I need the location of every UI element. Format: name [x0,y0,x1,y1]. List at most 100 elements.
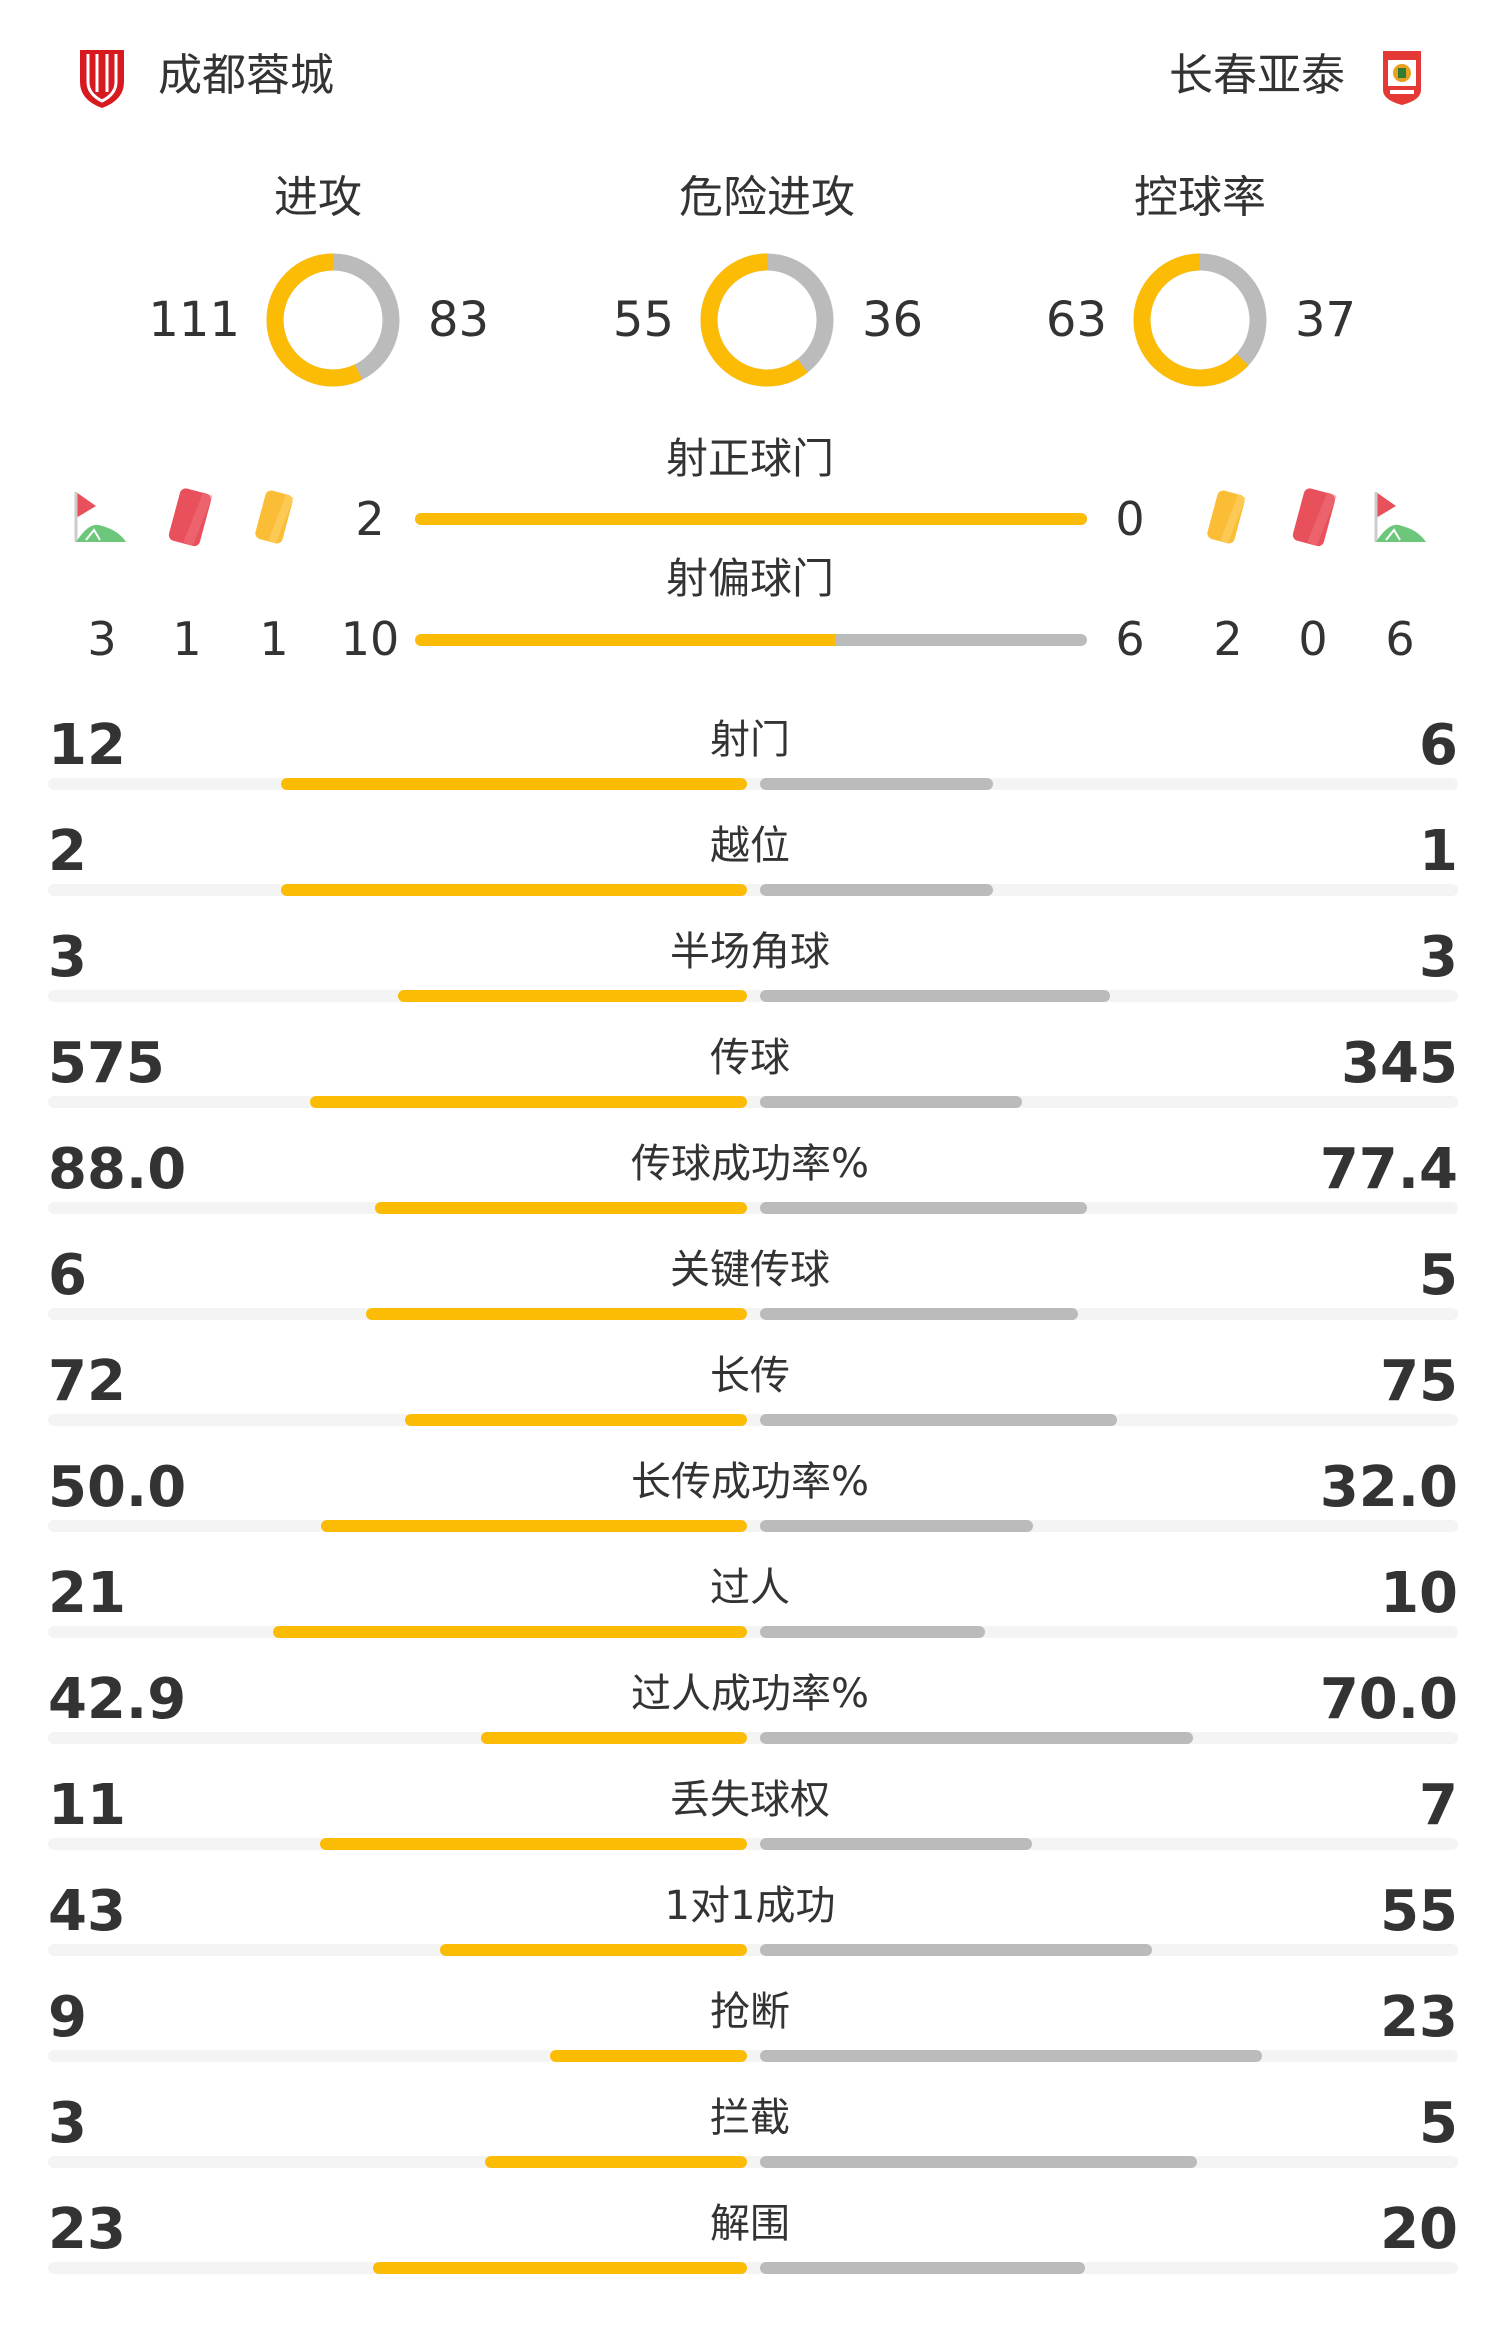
stat-bar-track [48,2262,1458,2274]
stat-home-value: 72 [48,1349,126,1414]
stat-away-bar [760,1414,1117,1426]
stat-bar-track [48,2156,1458,2168]
stat-row: 6 关键传球 5 [0,1236,1500,1342]
stat-label: 越位 [710,823,790,869]
stat-row: 88.0 传球成功率% 77.4 [0,1130,1500,1236]
shots-off-target-bar [415,634,1087,646]
donut-home-value-attacks: 111 [148,292,240,348]
stat-home-bar [440,1944,747,1956]
stat-away-value: 5 [1419,2091,1458,2156]
stat-home-bar [404,1414,747,1426]
stat-row: 72 长传 75 [0,1342,1500,1448]
stat-away-bar [760,884,993,896]
stat-home-value: 3 [48,2091,87,2156]
red-card-icon [1292,488,1337,547]
stat-home-value: 3 [48,925,87,990]
stat-home-value: 23 [48,2197,126,2262]
home-yellow-cards: 1 [259,612,289,666]
stat-home-value: 50.0 [48,1455,187,1520]
stat-label: 关键传球 [670,1247,830,1293]
stat-home-bar [550,2050,747,2062]
donut-home-segment [700,253,834,387]
stat-home-bar [375,1202,747,1214]
donut-chart-attacks [266,253,400,387]
stat-home-bar [365,1308,747,1320]
stat-home-value: 2 [48,819,87,884]
stat-away-value: 23 [1380,1985,1458,2050]
stat-label: 丢失球权 [670,1777,830,1823]
donut-away-value-dangerous-attacks: 36 [862,292,924,348]
stat-row: 9 抢断 23 [0,1978,1500,2084]
stat-away-value: 3 [1419,925,1458,990]
stat-bar-track [48,778,1458,790]
away-red-cards: 0 [1298,612,1328,666]
stat-label: 1对1成功 [664,1883,836,1929]
away-team-logo [1382,50,1422,106]
donut-title-dangerous-attacks: 危险进攻 [679,172,855,223]
shots-on-target-away: 0 [1115,492,1145,546]
changchun-yatai-crest-icon [1383,51,1421,105]
stat-home-bar [281,884,747,896]
stat-home-value: 88.0 [48,1137,187,1202]
stat-row: 3 拦截 5 [0,2084,1500,2190]
stat-away-value: 70.0 [1319,1667,1458,1732]
stat-bar-track [48,1096,1458,1108]
stat-row: 2 越位 1 [0,812,1500,918]
stat-label: 过人 [710,1565,790,1611]
stat-away-value: 7 [1419,1773,1458,1838]
donut-away-value-attacks: 83 [428,292,490,348]
home-red-cards: 1 [172,612,202,666]
stat-home-bar [281,778,747,790]
stat-home-value: 11 [48,1773,126,1838]
shots-on-target-home-fill [415,513,1087,525]
stat-home-bar [481,1732,747,1744]
away-yellow-cards: 2 [1213,612,1243,666]
away-team-name: 长春亚泰 [1169,50,1345,101]
stat-bar-track [48,1520,1458,1532]
stat-away-value: 5 [1419,1243,1458,1308]
stat-label: 传球成功率% [630,1141,869,1187]
stat-away-value: 10 [1380,1561,1458,1626]
stat-row: 21 过人 10 [0,1554,1500,1660]
stat-away-value: 6 [1419,713,1458,778]
stat-bar-track [48,1414,1458,1426]
donut-home-segment [266,253,400,387]
stat-label: 长传成功率% [630,1459,869,1505]
stat-away-value: 77.4 [1319,1137,1458,1202]
stat-home-value: 575 [48,1031,165,1096]
donut-chart-dangerous-attacks [700,253,834,387]
stat-home-value: 12 [48,713,126,778]
stat-bar-track [48,990,1458,1002]
stat-away-value: 55 [1380,1879,1458,1944]
stat-row: 23 解围 20 [0,2190,1500,2296]
donut-home-value-possession: 63 [1045,292,1107,348]
stat-home-value: 21 [48,1561,126,1626]
stat-away-bar [760,1202,1088,1214]
stat-away-bar [760,2262,1086,2274]
shots-off-target-label: 射偏球门 [665,554,834,603]
donut-home-value-dangerous-attacks: 55 [612,292,674,348]
stat-away-value: 75 [1380,1349,1458,1414]
stat-home-value: 43 [48,1879,126,1944]
stat-label: 抢断 [710,1989,790,2035]
stat-label: 拦截 [710,2095,790,2141]
stat-home-bar [319,1838,747,1850]
stat-label: 半场角球 [670,929,830,975]
stat-home-value: 42.9 [48,1667,187,1732]
stat-row: 50.0 长传成功率% 32.0 [0,1448,1500,1554]
stat-label: 传球 [710,1035,790,1081]
stat-bar-track [48,884,1458,896]
stat-bar-track [48,1838,1458,1850]
stat-away-bar [760,1838,1032,1850]
away-corners: 6 [1385,612,1415,666]
stat-away-bar [760,2156,1197,2168]
stat-away-value: 345 [1341,1031,1458,1096]
stat-label: 解围 [710,2201,790,2247]
corner-flag-icon [74,492,126,542]
stat-row: 42.9 过人成功率% 70.0 [0,1660,1500,1766]
shots-off-target-home-fill [415,634,835,646]
shots-on-target-bar [415,513,1087,525]
corner-flag-icon [1374,492,1426,542]
stat-bar-track [48,1202,1458,1214]
stat-home-value: 9 [48,1985,87,2050]
